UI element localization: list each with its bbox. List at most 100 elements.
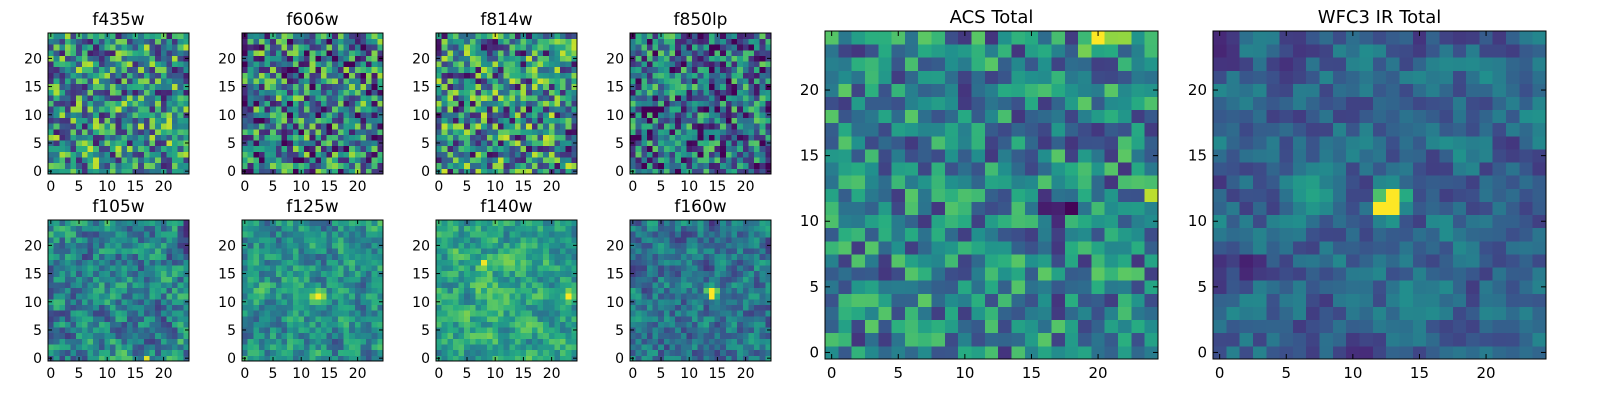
heatmap-cell — [520, 111, 527, 118]
heatmap-cell — [680, 282, 687, 289]
heatmap-cell — [509, 117, 516, 124]
heatmap-cell — [509, 151, 516, 158]
heatmap-cell — [492, 287, 499, 294]
x-tick-label: 10 — [292, 179, 310, 195]
heatmap-cell — [377, 332, 384, 339]
heatmap-cell — [531, 327, 538, 334]
heatmap-cell — [703, 327, 710, 334]
heatmap-cell — [155, 293, 162, 300]
heatmap-cell — [292, 287, 299, 294]
heatmap-cell — [514, 253, 521, 260]
heatmap-cell — [509, 231, 516, 238]
heatmap-cell — [765, 338, 772, 345]
heatmap-cell — [714, 49, 721, 56]
heatmap-cell — [669, 72, 676, 79]
heatmap-cell — [309, 270, 316, 277]
heatmap-cell — [315, 140, 322, 147]
heatmap-cell — [110, 287, 117, 294]
heatmap-cell — [520, 49, 527, 56]
heatmap-cell — [326, 78, 333, 85]
heatmap-cell — [53, 355, 60, 362]
heatmap-cell — [503, 321, 510, 328]
heatmap-cell — [275, 270, 282, 277]
heatmap-cell — [565, 83, 572, 90]
heatmap-cell — [452, 270, 459, 277]
heatmap-cell — [475, 145, 482, 152]
heatmap-cell — [132, 89, 139, 96]
heatmap-cell — [281, 168, 288, 175]
heatmap-cell — [452, 106, 459, 113]
heatmap-cell — [70, 236, 77, 243]
heatmap-cell — [315, 259, 322, 266]
heatmap-cell — [697, 89, 704, 96]
heatmap-cell — [258, 310, 265, 317]
heatmap-cell — [560, 270, 567, 277]
heatmap-cell — [377, 95, 384, 102]
heatmap-cell — [371, 310, 378, 317]
heatmap-cell — [343, 293, 350, 300]
heatmap-cell — [630, 38, 637, 45]
heatmap-cell — [110, 259, 117, 266]
heatmap-cell — [110, 304, 117, 311]
heatmap-cell — [354, 293, 361, 300]
heatmap-cell — [343, 111, 350, 118]
heatmap-cell — [686, 123, 693, 130]
heatmap-cell — [675, 128, 682, 135]
heatmap-cell — [121, 61, 128, 68]
heatmap-cell — [377, 265, 384, 272]
heatmap-cell — [138, 123, 145, 130]
heatmap-cell — [87, 49, 94, 56]
heatmap-cell — [481, 111, 488, 118]
heatmap-cell — [571, 123, 578, 130]
heatmap-cell — [309, 168, 316, 175]
heatmap-cell — [765, 321, 772, 328]
heatmap-cell — [337, 265, 344, 272]
heatmap-cell — [76, 49, 83, 56]
heatmap-cell — [371, 151, 378, 158]
heatmap-cell — [115, 332, 122, 339]
heatmap-cell — [514, 349, 521, 356]
heatmap-cell — [166, 231, 173, 238]
heatmap-cell — [48, 151, 55, 158]
heatmap-cell — [138, 95, 145, 102]
heatmap-cell — [332, 95, 339, 102]
heatmap-cell — [121, 72, 128, 79]
heatmap-cell — [70, 310, 77, 317]
heatmap-cell — [242, 349, 249, 356]
heatmap-cell — [270, 123, 277, 130]
heatmap-cell — [571, 61, 578, 68]
heatmap-cell — [59, 298, 66, 305]
heatmap-cell — [680, 349, 687, 356]
heatmap-cell — [349, 38, 356, 45]
heatmap-cell — [565, 298, 572, 305]
heatmap-cell — [93, 349, 100, 356]
heatmap-cell — [253, 111, 260, 118]
x-tick-label: 10 — [486, 179, 504, 195]
heatmap-cell — [481, 315, 488, 322]
heatmap-cell — [754, 145, 761, 152]
heatmap-cell — [571, 145, 578, 152]
heatmap-cell — [354, 49, 361, 56]
heatmap-cell — [70, 282, 77, 289]
heatmap-cell — [554, 344, 561, 351]
heatmap-cell — [264, 106, 271, 113]
heatmap-cell — [754, 44, 761, 51]
heatmap-cell — [48, 157, 55, 164]
heatmap-cell — [371, 44, 378, 51]
heatmap-cell — [275, 242, 282, 249]
heatmap-cell — [464, 66, 471, 73]
heatmap-cell — [560, 276, 567, 283]
heatmap-cell — [166, 49, 173, 56]
heatmap-cell — [509, 78, 516, 85]
heatmap-cell — [498, 315, 505, 322]
heatmap-cell — [742, 349, 749, 356]
heatmap-cell — [641, 72, 648, 79]
heatmap-cell — [143, 49, 150, 56]
heatmap-cell — [765, 61, 772, 68]
heatmap-cell — [526, 321, 533, 328]
heatmap-cell — [447, 355, 454, 362]
heatmap-cell — [287, 310, 294, 317]
heatmap-cell — [104, 55, 111, 62]
heatmap-cell — [98, 49, 105, 56]
heatmap-cell — [514, 162, 521, 169]
